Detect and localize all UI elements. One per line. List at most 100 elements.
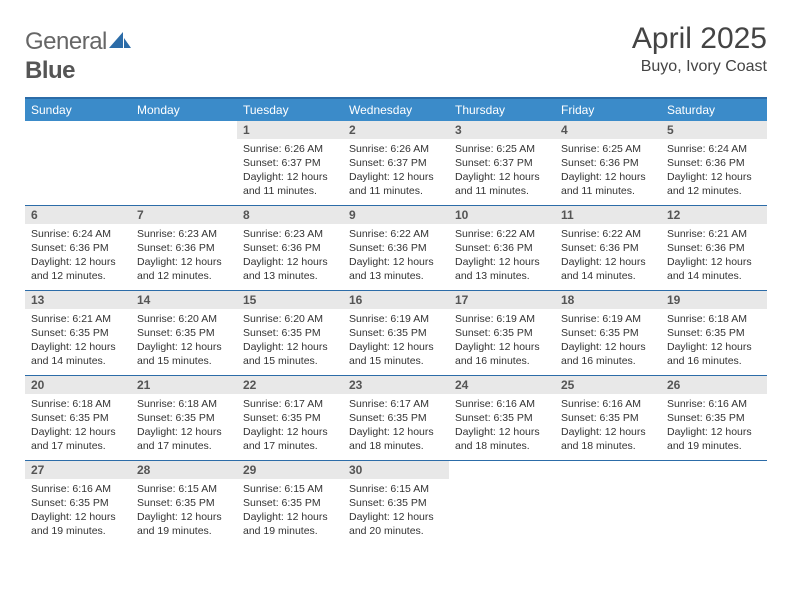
day-cell: 11 Sunrise: 6:22 AMSunset: 6:36 PMDayligh… bbox=[555, 205, 661, 290]
sunrise-text: Sunrise: 6:18 AM bbox=[137, 397, 231, 411]
sunrise-text: Sunrise: 6:19 AM bbox=[455, 312, 549, 326]
day-number: 20 bbox=[25, 376, 131, 394]
week-row: 27Sunrise: 6:16 AMSunset: 6:35 PMDayligh… bbox=[25, 460, 767, 545]
day-details: Sunrise: 6:16 AMSunset: 6:35 PMDaylight:… bbox=[661, 394, 767, 458]
day-number: 17 bbox=[449, 291, 555, 309]
daylight-text: Daylight: 12 hours and 18 minutes. bbox=[455, 425, 549, 453]
sunrise-text: Sunrise: 6:15 AM bbox=[243, 482, 337, 496]
day-number: 29 bbox=[237, 461, 343, 479]
sunrise-text: Sunrise: 6:20 AM bbox=[243, 312, 337, 326]
brand-word2: Blue bbox=[25, 57, 75, 84]
sunset-text: Sunset: 6:35 PM bbox=[243, 326, 337, 340]
sunset-text: Sunset: 6:35 PM bbox=[667, 411, 761, 425]
day-number: 3 bbox=[449, 121, 555, 139]
day-details: Sunrise: 6:15 AMSunset: 6:35 PMDaylight:… bbox=[237, 479, 343, 543]
sunrise-text: Sunrise: 6:23 AM bbox=[137, 227, 231, 241]
day-number: 6 bbox=[25, 206, 131, 224]
daylight-text: Daylight: 12 hours and 15 minutes. bbox=[243, 340, 337, 368]
sunset-text: Sunset: 6:36 PM bbox=[137, 241, 231, 255]
day-details: Sunrise: 6:21 AMSunset: 6:36 PMDaylight:… bbox=[661, 224, 767, 288]
day-cell: 20Sunrise: 6:18 AMSunset: 6:35 PMDayligh… bbox=[25, 375, 131, 460]
day-cell: 27Sunrise: 6:16 AMSunset: 6:35 PMDayligh… bbox=[25, 460, 131, 545]
daylight-text: Daylight: 12 hours and 11 minutes. bbox=[243, 170, 337, 198]
weekday-header: Thursday bbox=[449, 98, 555, 121]
day-cell: 10Sunrise: 6:22 AMSunset: 6:36 PMDayligh… bbox=[449, 205, 555, 290]
sunrise-text: Sunrise: 6:23 AM bbox=[243, 227, 337, 241]
daylight-text: Daylight: 12 hours and 14 minutes. bbox=[561, 255, 655, 283]
sunset-text: Sunset: 6:35 PM bbox=[455, 326, 549, 340]
daylight-text: Daylight: 12 hours and 17 minutes. bbox=[243, 425, 337, 453]
sail-icon bbox=[109, 29, 131, 57]
sunrise-text: Sunrise: 6:22 AM bbox=[561, 227, 655, 241]
day-cell: 17Sunrise: 6:19 AMSunset: 6:35 PMDayligh… bbox=[449, 290, 555, 375]
sunset-text: Sunset: 6:35 PM bbox=[667, 326, 761, 340]
week-row: 13Sunrise: 6:21 AMSunset: 6:35 PMDayligh… bbox=[25, 290, 767, 375]
title-block: April 2025 Buyo, Ivory Coast bbox=[632, 22, 767, 76]
day-details: Sunrise: 6:20 AMSunset: 6:35 PMDaylight:… bbox=[237, 309, 343, 373]
sunset-text: Sunset: 6:35 PM bbox=[243, 496, 337, 510]
day-number: 25 bbox=[555, 376, 661, 394]
day-cell: 12Sunrise: 6:21 AMSunset: 6:36 PMDayligh… bbox=[661, 205, 767, 290]
sunset-text: Sunset: 6:35 PM bbox=[31, 326, 125, 340]
day-number: 26 bbox=[661, 376, 767, 394]
daylight-text: Daylight: 12 hours and 18 minutes. bbox=[561, 425, 655, 453]
sunrise-text: Sunrise: 6:21 AM bbox=[31, 312, 125, 326]
day-cell: 5Sunrise: 6:24 AMSunset: 6:36 PMDaylight… bbox=[661, 121, 767, 206]
day-number: 15 bbox=[237, 291, 343, 309]
day-number: 5 bbox=[661, 121, 767, 139]
sunset-text: Sunset: 6:37 PM bbox=[349, 156, 443, 170]
sunrise-text: Sunrise: 6:26 AM bbox=[349, 142, 443, 156]
day-cell: 21Sunrise: 6:18 AMSunset: 6:35 PMDayligh… bbox=[131, 375, 237, 460]
day-cell: .. bbox=[449, 460, 555, 545]
day-number: 13 bbox=[25, 291, 131, 309]
sunrise-text: Sunrise: 6:22 AM bbox=[349, 227, 443, 241]
sunset-text: Sunset: 6:35 PM bbox=[137, 411, 231, 425]
daylight-text: Daylight: 12 hours and 13 minutes. bbox=[455, 255, 549, 283]
sunrise-text: Sunrise: 6:22 AM bbox=[455, 227, 549, 241]
sunrise-text: Sunrise: 6:25 AM bbox=[455, 142, 549, 156]
daylight-text: Daylight: 12 hours and 19 minutes. bbox=[667, 425, 761, 453]
day-number: 22 bbox=[237, 376, 343, 394]
daylight-text: Daylight: 12 hours and 17 minutes. bbox=[137, 425, 231, 453]
daylight-text: Daylight: 12 hours and 20 minutes. bbox=[349, 510, 443, 538]
day-details: Sunrise: 6:17 AMSunset: 6:35 PMDaylight:… bbox=[237, 394, 343, 458]
page-title: April 2025 bbox=[632, 22, 767, 56]
daylight-text: Daylight: 12 hours and 19 minutes. bbox=[31, 510, 125, 538]
sunset-text: Sunset: 6:35 PM bbox=[31, 411, 125, 425]
brand-logo: General Blue bbox=[25, 28, 131, 85]
sunset-text: Sunset: 6:35 PM bbox=[137, 326, 231, 340]
day-details: Sunrise: 6:16 AMSunset: 6:35 PMDaylight:… bbox=[555, 394, 661, 458]
sunrise-text: Sunrise: 6:16 AM bbox=[667, 397, 761, 411]
daylight-text: Daylight: 12 hours and 16 minutes. bbox=[561, 340, 655, 368]
header: General Blue April 2025 Buyo, Ivory Coas… bbox=[25, 22, 767, 85]
day-cell: 30Sunrise: 6:15 AMSunset: 6:35 PMDayligh… bbox=[343, 460, 449, 545]
sunrise-text: Sunrise: 6:18 AM bbox=[667, 312, 761, 326]
weekday-header: Friday bbox=[555, 98, 661, 121]
daylight-text: Daylight: 12 hours and 12 minutes. bbox=[667, 170, 761, 198]
weekday-header: Saturday bbox=[661, 98, 767, 121]
day-number: 11 bbox=[555, 206, 661, 224]
sunrise-text: Sunrise: 6:26 AM bbox=[243, 142, 337, 156]
sunset-text: Sunset: 6:36 PM bbox=[349, 241, 443, 255]
day-details: Sunrise: 6:24 AMSunset: 6:36 PMDaylight:… bbox=[661, 139, 767, 203]
location-text: Buyo, Ivory Coast bbox=[632, 58, 767, 76]
sunset-text: Sunset: 6:36 PM bbox=[561, 241, 655, 255]
sunset-text: Sunset: 6:35 PM bbox=[455, 411, 549, 425]
day-cell: 15Sunrise: 6:20 AMSunset: 6:35 PMDayligh… bbox=[237, 290, 343, 375]
day-details: Sunrise: 6:19 AMSunset: 6:35 PMDaylight:… bbox=[449, 309, 555, 373]
sunrise-text: Sunrise: 6:15 AM bbox=[137, 482, 231, 496]
day-cell: 29Sunrise: 6:15 AMSunset: 6:35 PMDayligh… bbox=[237, 460, 343, 545]
day-details: Sunrise: 6:20 AMSunset: 6:35 PMDaylight:… bbox=[131, 309, 237, 373]
day-cell: 7Sunrise: 6:23 AMSunset: 6:36 PMDaylight… bbox=[131, 205, 237, 290]
sunset-text: Sunset: 6:35 PM bbox=[561, 326, 655, 340]
sunrise-text: Sunrise: 6:19 AM bbox=[349, 312, 443, 326]
day-number: 10 bbox=[449, 206, 555, 224]
day-details: Sunrise: 6:25 AMSunset: 6:36 PMDaylight:… bbox=[555, 139, 661, 203]
day-number: 23 bbox=[343, 376, 449, 394]
day-details: Sunrise: 6:24 AMSunset: 6:36 PMDaylight:… bbox=[25, 224, 131, 288]
sunset-text: Sunset: 6:35 PM bbox=[137, 496, 231, 510]
day-cell: 19Sunrise: 6:18 AMSunset: 6:35 PMDayligh… bbox=[661, 290, 767, 375]
sunrise-text: Sunrise: 6:16 AM bbox=[31, 482, 125, 496]
daylight-text: Daylight: 12 hours and 13 minutes. bbox=[243, 255, 337, 283]
day-details: Sunrise: 6:23 AMSunset: 6:36 PMDaylight:… bbox=[131, 224, 237, 288]
